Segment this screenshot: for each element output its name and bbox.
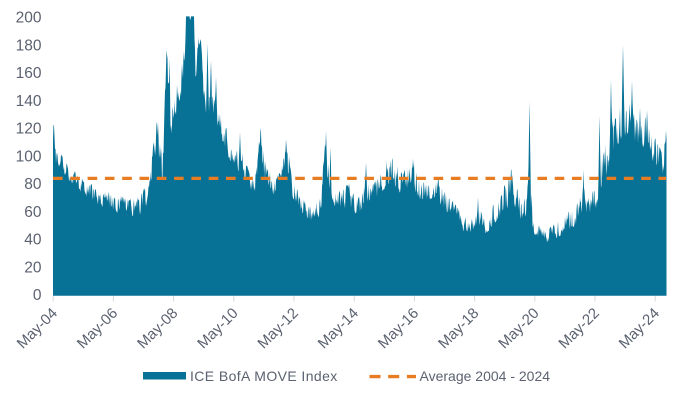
svg-text:0: 0: [33, 287, 42, 304]
svg-text:100: 100: [16, 148, 42, 165]
svg-text:60: 60: [24, 204, 42, 221]
svg-text:140: 140: [16, 93, 42, 110]
svg-text:180: 180: [16, 38, 42, 55]
svg-text:20: 20: [24, 259, 42, 276]
svg-text:Average 2004 - 2024: Average 2004 - 2024: [420, 368, 551, 384]
svg-text:120: 120: [16, 121, 42, 138]
svg-text:160: 160: [16, 65, 42, 82]
svg-text:80: 80: [24, 176, 42, 193]
svg-text:40: 40: [24, 232, 42, 249]
svg-text:ICE BofA MOVE Index: ICE BofA MOVE Index: [190, 368, 338, 384]
svg-text:200: 200: [16, 10, 42, 27]
